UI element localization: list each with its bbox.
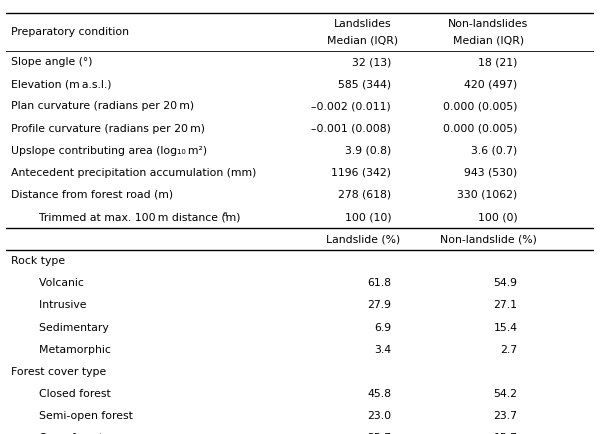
Text: Forest cover type: Forest cover type [11,367,106,377]
Text: Distance from forest road (m): Distance from forest road (m) [11,190,173,200]
Text: Metamorphic: Metamorphic [25,345,111,355]
Text: Volcanic: Volcanic [25,278,84,288]
Text: Landslides: Landslides [334,19,392,29]
Text: 330 (1062): 330 (1062) [457,190,518,200]
Text: Median (IQR): Median (IQR) [452,36,524,46]
Text: 6.9: 6.9 [374,322,391,332]
Text: 15.4: 15.4 [494,322,518,332]
Text: 1196 (342): 1196 (342) [331,168,391,178]
Text: 100 (0): 100 (0) [478,212,518,222]
Text: 3.6 (0.7): 3.6 (0.7) [472,146,518,156]
Text: 54.9: 54.9 [494,278,518,288]
Text: Sedimentary: Sedimentary [25,322,109,332]
Text: 54.2: 54.2 [494,389,518,399]
Text: Preparatory condition: Preparatory condition [11,27,129,37]
Text: Semi-open forest: Semi-open forest [25,411,133,421]
Text: Slope angle (°): Slope angle (°) [11,57,92,67]
Text: –0.002 (0.011): –0.002 (0.011) [311,102,391,112]
Text: Median (IQR): Median (IQR) [328,36,398,46]
Text: 943 (530): 943 (530) [464,168,518,178]
Text: 0.000 (0.005): 0.000 (0.005) [443,124,518,134]
Text: 23.0: 23.0 [367,411,391,421]
Text: 61.8: 61.8 [367,278,391,288]
Text: 25.7: 25.7 [367,433,391,434]
Text: Elevation (m a.s.l.): Elevation (m a.s.l.) [11,79,111,89]
Text: 45.8: 45.8 [367,389,391,399]
Text: Trimmed at max. 100 m distance (m): Trimmed at max. 100 m distance (m) [25,212,241,222]
Text: Upslope contributing area (log₁₀ m²): Upslope contributing area (log₁₀ m²) [11,146,207,156]
Text: 585 (344): 585 (344) [338,79,391,89]
Text: 278 (618): 278 (618) [338,190,391,200]
Text: 27.9: 27.9 [367,300,391,310]
Text: 23.7: 23.7 [494,411,518,421]
Text: –0.001 (0.008): –0.001 (0.008) [311,124,391,134]
Text: 3.9 (0.8): 3.9 (0.8) [345,146,391,156]
Text: Non-landslides: Non-landslides [448,19,528,29]
Text: 18 (21): 18 (21) [478,57,518,67]
Text: Open forest: Open forest [25,433,104,434]
Text: 100 (10): 100 (10) [344,212,391,222]
Text: a: a [223,210,227,217]
Text: Non-landslide (%): Non-landslide (%) [440,234,536,244]
Text: Intrusive: Intrusive [25,300,87,310]
Text: Landslide (%): Landslide (%) [326,234,400,244]
Text: Rock type: Rock type [11,256,65,266]
Text: Profile curvature (radians per 20 m): Profile curvature (radians per 20 m) [11,124,205,134]
Text: 2.7: 2.7 [500,345,518,355]
Text: Antecedent precipitation accumulation (mm): Antecedent precipitation accumulation (m… [11,168,256,178]
Text: Plan curvature (radians per 20 m): Plan curvature (radians per 20 m) [11,102,194,112]
Text: 3.4: 3.4 [374,345,391,355]
Text: 0.000 (0.005): 0.000 (0.005) [443,102,518,112]
Text: 15.7: 15.7 [494,433,518,434]
Text: 32 (13): 32 (13) [352,57,391,67]
Text: 420 (497): 420 (497) [464,79,518,89]
Text: Closed forest: Closed forest [25,389,111,399]
Text: 27.1: 27.1 [494,300,518,310]
